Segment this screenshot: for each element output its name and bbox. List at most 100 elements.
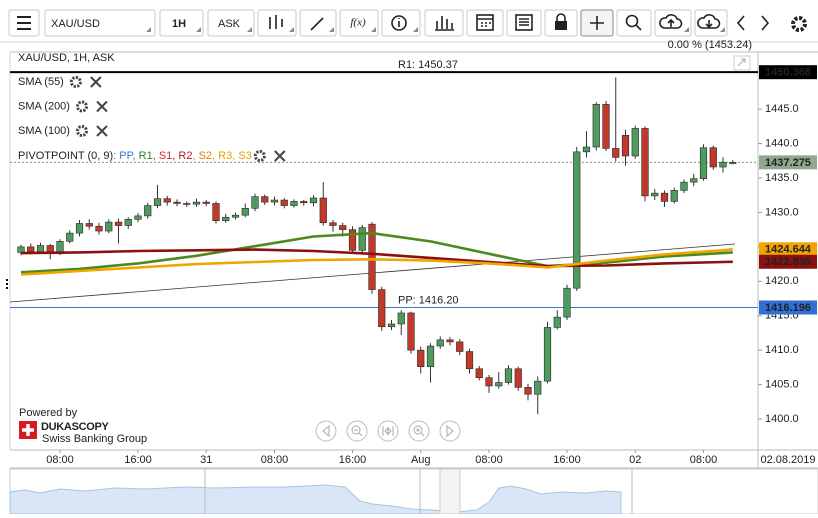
x-tick-label: 16:00 (124, 454, 152, 466)
nav-zoom-in[interactable] (408, 420, 430, 442)
candle-body (105, 221, 113, 232)
price-type-text: ASK (218, 18, 241, 30)
x-tick-label: 08:00 (690, 454, 718, 466)
nav-zoom-out[interactable] (346, 420, 368, 442)
indicator-settings[interactable] (69, 76, 82, 88)
candle-body (719, 161, 727, 168)
candle-body (378, 289, 386, 328)
candle-body (563, 287, 571, 318)
candle-body (426, 345, 435, 367)
indicator-remove[interactable] (274, 150, 286, 162)
price-tag (759, 155, 817, 170)
candle-body (641, 128, 649, 197)
candle-body (524, 387, 532, 395)
bottom-strip (0, 514, 818, 518)
pivot-part: , R2 (172, 150, 192, 162)
nav-forward[interactable] (439, 420, 461, 442)
y-tick-label: 1400.0 (765, 413, 799, 425)
candle-body (153, 198, 162, 206)
candle-body (319, 197, 327, 224)
candle-body (514, 368, 522, 388)
function-button[interactable] (339, 9, 379, 37)
candle-body (709, 147, 717, 168)
candle-body (495, 382, 503, 387)
candle-body (300, 201, 308, 204)
price-tag (759, 300, 817, 315)
lock-button[interactable] (544, 9, 578, 37)
logo-tagline: Swiss Banking Group (42, 433, 147, 445)
chart-type-button[interactable] (257, 9, 297, 37)
candle-body (124, 219, 132, 226)
candle-body (582, 146, 591, 153)
symbol-input[interactable] (44, 9, 156, 37)
candle-body (699, 147, 708, 179)
pivot-name: PIVOTPOINT (0, 9) (18, 150, 113, 162)
candle-body (485, 377, 493, 387)
price-type-button[interactable] (207, 9, 255, 37)
price-tag-label: 1422.836 (765, 256, 811, 268)
calendar-button[interactable] (466, 9, 504, 37)
crosshair-button[interactable] (580, 9, 614, 37)
pivot-part: , S3 (232, 150, 252, 162)
candle-body (192, 201, 201, 205)
toolbar: XAU/USD 1H ASK f(x) (0, 0, 818, 43)
indicator-settings[interactable] (75, 100, 88, 113)
candle-body (407, 312, 415, 351)
candle-body (592, 104, 600, 148)
pivot-part: , R1 (133, 150, 153, 162)
x-tick-label: Aug (411, 454, 431, 466)
indicator-remove[interactable] (90, 76, 102, 88)
gear-icon (253, 150, 266, 162)
price-tag-label: 1450.368 (765, 67, 811, 79)
candle-body (27, 246, 35, 252)
y-tick-label: 1440.0 (765, 137, 799, 149)
report-button[interactable] (506, 9, 542, 37)
nav-back[interactable] (315, 420, 337, 442)
scroll-right-button[interactable] (754, 10, 776, 36)
candle-body (270, 199, 279, 203)
indicator-settings[interactable] (253, 150, 266, 162)
interval-text: 1H (172, 18, 186, 30)
gear-icon (75, 100, 88, 113)
y-tick-label: 1430.0 (765, 206, 799, 218)
scroll-left-button[interactable] (729, 10, 751, 36)
legend-entry: SMA (100) (18, 125, 70, 137)
menu-button[interactable] (8, 9, 40, 37)
nav-fit[interactable] (377, 420, 399, 442)
interval-button[interactable] (159, 9, 204, 37)
draw-button[interactable] (299, 9, 337, 37)
indicator-settings[interactable] (75, 125, 88, 137)
legend-entry: SMA (200) (18, 100, 70, 112)
candle-body (290, 201, 298, 206)
close-icon (96, 100, 108, 113)
indicators-button[interactable] (424, 9, 464, 37)
candle-body (358, 227, 366, 251)
price-tag (759, 254, 817, 269)
candle-body (36, 245, 45, 252)
candle-body (573, 151, 581, 289)
y-tick-label: 1410.0 (765, 344, 799, 356)
settings-button[interactable] (791, 16, 807, 32)
indicator-remove[interactable] (96, 125, 108, 137)
price-tag-label: 1416.196 (765, 302, 811, 314)
candle-body (475, 368, 483, 378)
candle-body (173, 201, 181, 204)
maximize-icon[interactable] (733, 55, 751, 71)
info-button[interactable] (381, 9, 421, 37)
indicator-remove[interactable] (96, 100, 108, 113)
candle-body (670, 190, 678, 202)
candle-body (651, 192, 659, 197)
candle-body (631, 128, 639, 157)
legend-entry: SMA (55) (18, 76, 64, 88)
upload-button[interactable] (654, 9, 692, 37)
sma-line (20, 248, 733, 268)
gear-icon (75, 125, 88, 137)
close-icon (90, 76, 102, 88)
candle-body (368, 223, 376, 290)
candle-body (222, 216, 230, 222)
download-button[interactable] (694, 9, 728, 37)
powered-by: Powered by (19, 407, 78, 419)
zoom-button[interactable] (616, 9, 652, 37)
x-tick-label: 16:00 (339, 454, 367, 466)
